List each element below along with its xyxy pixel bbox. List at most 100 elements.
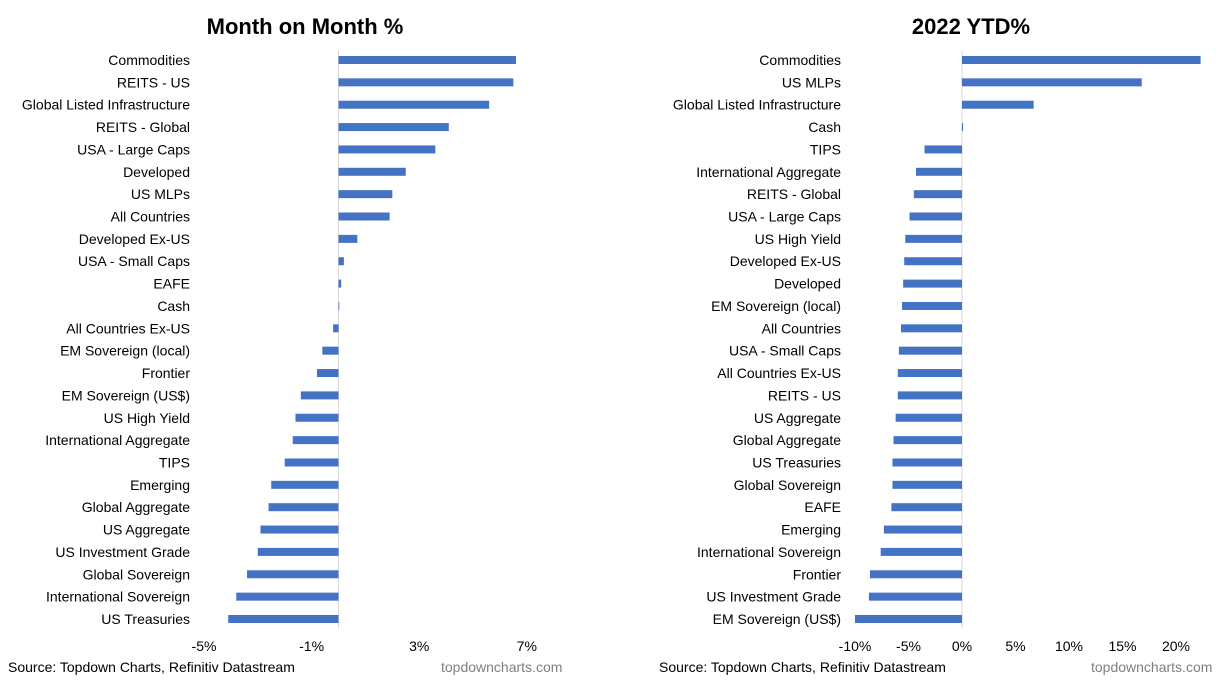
category-label: US MLPs bbox=[782, 74, 841, 90]
bar bbox=[316, 369, 339, 378]
source-note: Source: Topdown Charts, Refinitiv Datast… bbox=[8, 659, 295, 675]
x-tick-label: -1% bbox=[299, 638, 324, 654]
bar bbox=[295, 413, 339, 422]
bar bbox=[897, 391, 962, 400]
bar bbox=[300, 391, 339, 400]
category-label: Frontier bbox=[793, 566, 842, 582]
bar bbox=[338, 257, 344, 266]
bar bbox=[895, 413, 962, 422]
x-tick-label: 5% bbox=[1005, 638, 1025, 654]
bar bbox=[892, 480, 962, 489]
bar-chart-ytd: Commodities US MLPs Global Listed Infrastr… bbox=[673, 50, 1201, 654]
bar bbox=[338, 167, 406, 176]
category-label: EAFE bbox=[804, 499, 841, 515]
bar bbox=[855, 615, 962, 623]
bar bbox=[292, 436, 339, 445]
category-label: Commodities bbox=[759, 52, 841, 68]
category-label: EM Sovereign (US$) bbox=[62, 387, 190, 403]
bar bbox=[893, 436, 962, 445]
category-label: All Countries Ex-US bbox=[66, 320, 190, 336]
category-label: International Aggregate bbox=[696, 164, 841, 180]
category-label: US MLPs bbox=[131, 186, 190, 202]
x-tick-label: 3% bbox=[409, 638, 429, 654]
category-label: Global Listed Infrastructure bbox=[673, 97, 841, 113]
category-label: USA - Large Caps bbox=[728, 209, 841, 225]
category-label: EM Sovereign (local) bbox=[711, 298, 841, 314]
x-tick-label: -5% bbox=[896, 638, 921, 654]
category-label: Global Sovereign bbox=[83, 566, 190, 582]
bar bbox=[868, 592, 962, 601]
category-label: USA - Small Caps bbox=[729, 343, 841, 359]
chart-panel-ytd: 2022 YTD% Commodities US MLPs Global Liste… bbox=[613, 0, 1226, 690]
bar bbox=[338, 212, 390, 221]
credit-watermark: topdowncharts.com bbox=[1091, 659, 1213, 675]
bar bbox=[257, 547, 339, 556]
category-label: Developed Ex-US bbox=[79, 231, 190, 247]
bar bbox=[924, 145, 962, 154]
category-label: US Investment Grade bbox=[55, 544, 190, 560]
category-label: Global Aggregate bbox=[82, 499, 190, 515]
bar bbox=[962, 56, 1201, 64]
chart-title: Month on Month % bbox=[206, 14, 404, 39]
bar-chart-month-on-month: Commodities REITS - US Global Listed Infra… bbox=[22, 50, 537, 654]
category-label: Global Aggregate bbox=[733, 432, 841, 448]
category-label: EAFE bbox=[153, 276, 190, 292]
bar bbox=[338, 56, 517, 64]
x-tick-label: -5% bbox=[192, 638, 217, 654]
bar bbox=[338, 234, 358, 243]
category-label: EM Sovereign (US$) bbox=[713, 611, 841, 627]
category-label: REITS - US bbox=[768, 387, 841, 403]
bar bbox=[962, 78, 1142, 87]
category-label: International Sovereign bbox=[697, 544, 841, 560]
bar bbox=[898, 346, 962, 355]
category-label: US Aggregate bbox=[103, 522, 190, 538]
bar bbox=[338, 190, 393, 199]
bar bbox=[338, 123, 449, 132]
chart-panel-month-on-month: Month on Month % Commodities REITS - US Gl… bbox=[8, 14, 562, 675]
category-label: US Treasuries bbox=[752, 454, 841, 470]
category-label: Cash bbox=[808, 119, 841, 135]
category-label: Cash bbox=[157, 298, 190, 314]
bar bbox=[338, 279, 342, 288]
bar bbox=[228, 615, 339, 623]
x-tick-label: -10% bbox=[839, 638, 872, 654]
x-tick-label: 7% bbox=[517, 638, 537, 654]
bar bbox=[915, 167, 962, 176]
bar bbox=[892, 458, 962, 467]
bar bbox=[333, 324, 339, 333]
category-label: USA - Large Caps bbox=[77, 141, 190, 157]
category-label: Emerging bbox=[781, 522, 841, 538]
bar bbox=[236, 592, 339, 601]
bar bbox=[901, 324, 962, 333]
bar bbox=[271, 480, 339, 489]
bar bbox=[880, 547, 962, 556]
bar bbox=[891, 503, 962, 512]
bar bbox=[247, 570, 339, 579]
x-tick-label: 20% bbox=[1162, 638, 1190, 654]
bar bbox=[883, 525, 962, 534]
x-tick-label: 0% bbox=[952, 638, 972, 654]
category-label: Developed Ex-US bbox=[730, 253, 841, 269]
x-tick-label: 10% bbox=[1055, 638, 1083, 654]
category-label: Commodities bbox=[108, 52, 190, 68]
category-label: All Countries Ex-US bbox=[717, 365, 841, 381]
bar bbox=[338, 301, 340, 310]
bar bbox=[338, 100, 490, 109]
category-label: TIPS bbox=[159, 454, 190, 470]
bar bbox=[869, 570, 962, 579]
category-label: Frontier bbox=[142, 365, 191, 381]
category-label: US High Yield bbox=[104, 410, 190, 426]
category-label: International Aggregate bbox=[45, 432, 190, 448]
category-label: EM Sovereign (local) bbox=[60, 343, 190, 359]
category-label: Global Listed Infrastructure bbox=[22, 97, 190, 113]
category-label: US Investment Grade bbox=[706, 589, 841, 605]
bar bbox=[322, 346, 339, 355]
category-label: REITS - US bbox=[117, 74, 190, 90]
source-note: Source: Topdown Charts, Refinitiv Datast… bbox=[659, 659, 946, 675]
category-label: USA - Small Caps bbox=[78, 253, 190, 269]
bar bbox=[905, 234, 962, 243]
bar bbox=[962, 123, 964, 132]
category-label: US Treasuries bbox=[101, 611, 190, 627]
category-label: US Aggregate bbox=[754, 410, 841, 426]
bar bbox=[903, 279, 962, 288]
